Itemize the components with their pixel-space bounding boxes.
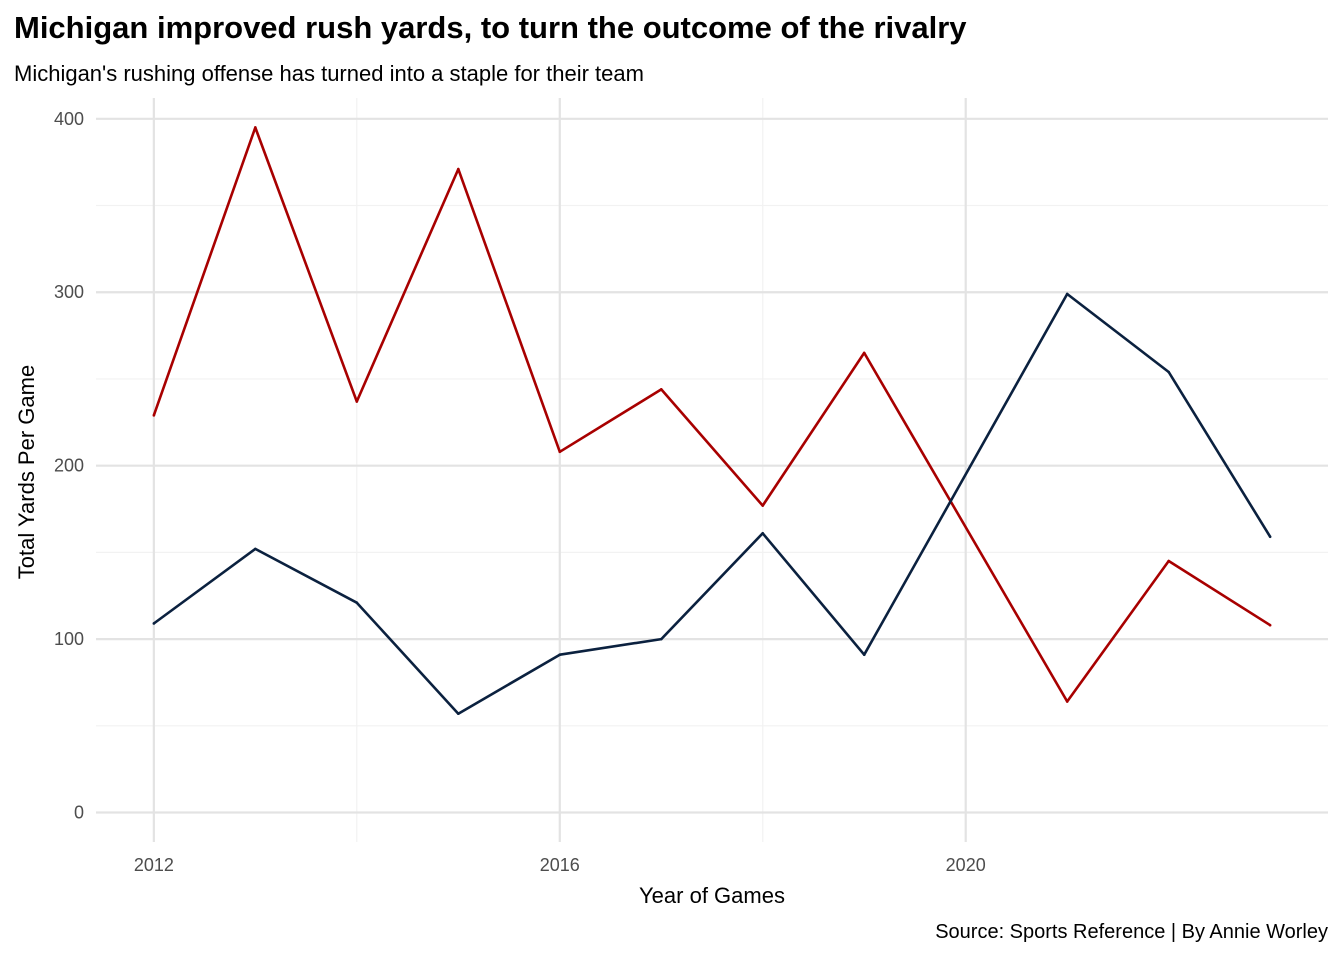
- data-point-michigan: [1268, 535, 1272, 539]
- data-point-ohio-state: [862, 351, 866, 355]
- data-point-ohio-state: [659, 388, 663, 391]
- chart-title: Michigan improved rush yards, to turn th…: [14, 10, 967, 45]
- y-tick-label: 0: [74, 803, 84, 823]
- y-tick-label: 300: [54, 282, 84, 302]
- data-point-michigan: [761, 532, 765, 535]
- axis-ticks: 0 100 200 300 400 2012 2016 2020: [54, 109, 986, 875]
- chart-caption: Source: Sports Reference | By Annie Worl…: [935, 921, 1328, 943]
- series-lines: [152, 126, 1272, 716]
- data-point-ohio-state: [456, 167, 460, 171]
- y-tick-label: 400: [54, 109, 84, 129]
- data-point-michigan: [254, 547, 257, 551]
- series-line-ohio-state: [152, 126, 1271, 703]
- data-point-michigan: [862, 653, 866, 656]
- y-axis-title: Total Yards Per Game: [14, 365, 39, 579]
- x-tick-label: 2012: [134, 855, 174, 875]
- x-axis-title: Year of Games: [639, 883, 785, 908]
- data-point-ohio-state: [1065, 700, 1069, 703]
- x-tick-label: 2020: [946, 855, 986, 875]
- data-point-ohio-state: [152, 414, 156, 417]
- data-point-ohio-state: [558, 450, 562, 454]
- y-tick-label: 200: [54, 456, 84, 476]
- data-point-ohio-state: [1268, 623, 1272, 627]
- chart-subtitle: Michigan's rushing offense has turned in…: [14, 61, 644, 86]
- data-point-ohio-state: [1167, 559, 1170, 563]
- grid-lines: [96, 98, 1328, 842]
- data-point-michigan: [1167, 370, 1170, 374]
- y-tick-label: 100: [54, 629, 84, 649]
- data-point-ohio-state: [761, 504, 765, 507]
- data-point-ohio-state: [355, 400, 359, 403]
- data-point-ohio-state: [254, 126, 257, 129]
- data-point-michigan: [1065, 292, 1069, 296]
- data-point-michigan: [355, 601, 359, 604]
- data-point-michigan: [558, 653, 562, 656]
- data-point-michigan: [456, 712, 460, 715]
- data-point-michigan: [152, 622, 156, 625]
- data-point-michigan: [659, 637, 663, 641]
- x-tick-label: 2016: [540, 855, 580, 875]
